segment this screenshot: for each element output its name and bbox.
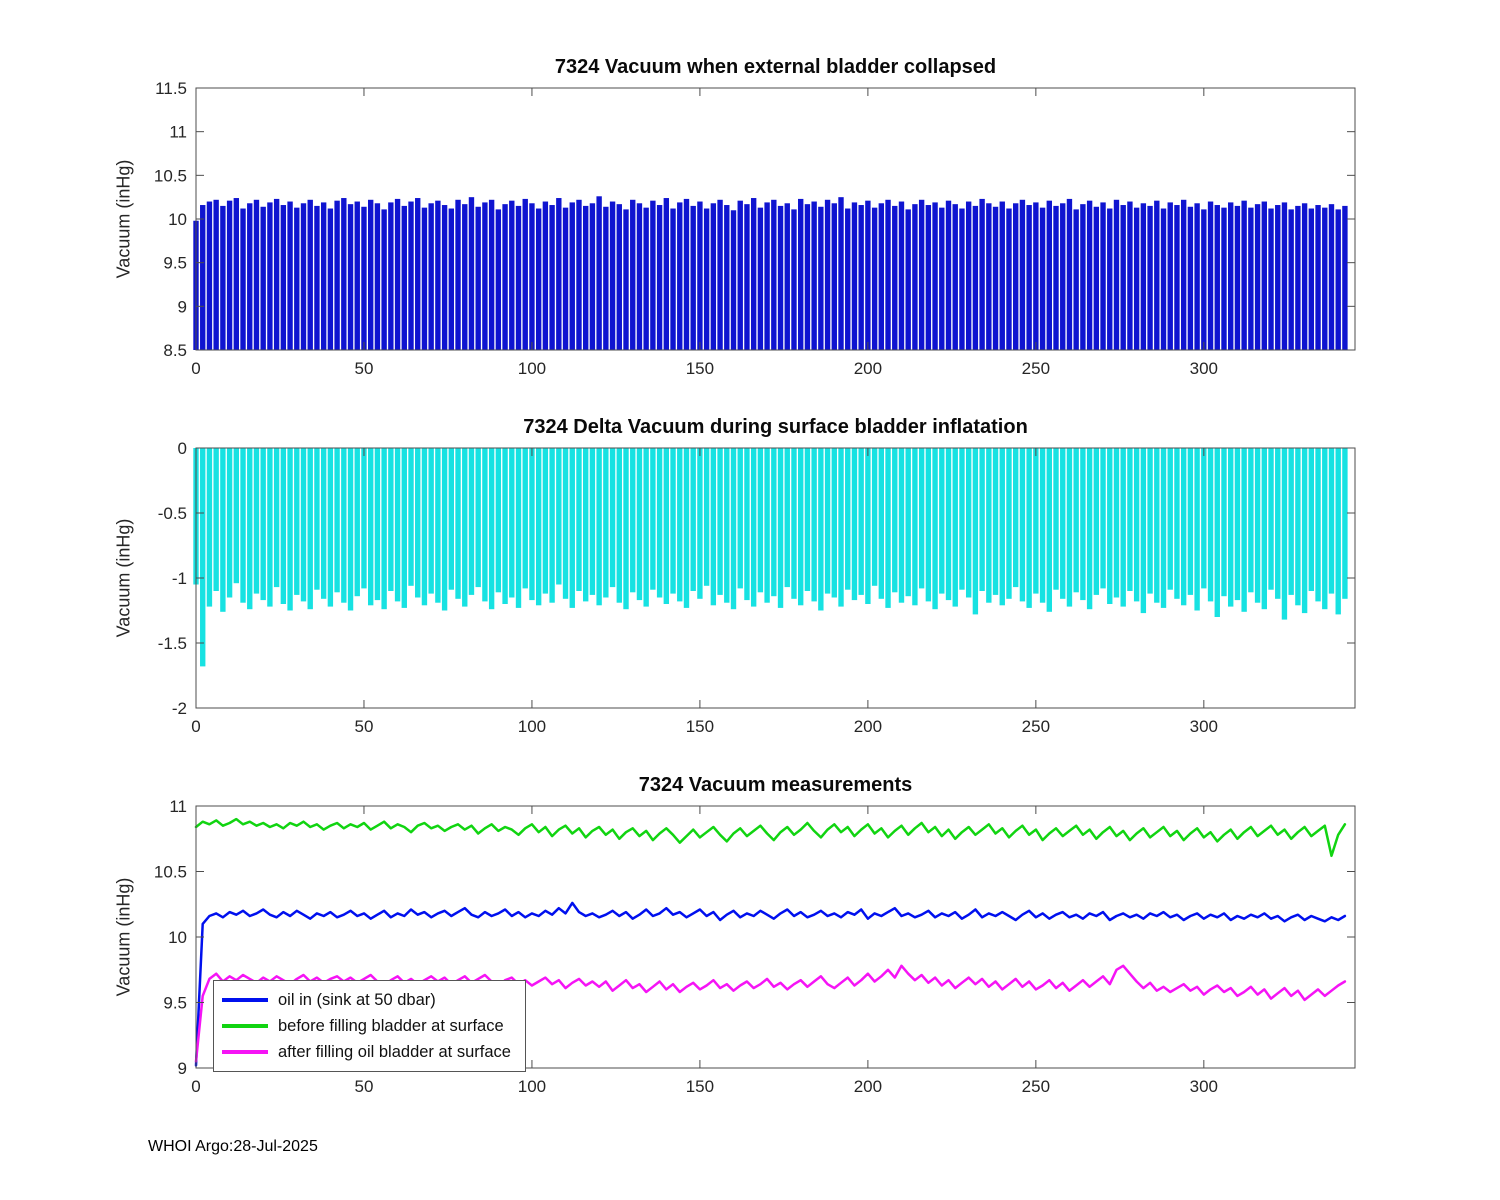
svg-text:100: 100	[518, 359, 546, 378]
legend-item-oil-in: oil in (sink at 50 dbar)	[222, 987, 511, 1013]
svg-text:-0.5: -0.5	[158, 504, 187, 523]
svg-text:9: 9	[178, 297, 187, 316]
svg-text:300: 300	[1190, 717, 1218, 736]
svg-text:-2: -2	[172, 699, 187, 718]
svg-text:50: 50	[355, 717, 374, 736]
legend-line-sample-green	[222, 1024, 268, 1028]
svg-text:300: 300	[1190, 1077, 1218, 1096]
svg-text:10: 10	[168, 210, 187, 229]
legend-line-sample-blue	[222, 998, 268, 1002]
figure-footer: WHOI Argo:28-Jul-2025	[148, 1138, 318, 1155]
svg-text:-1.5: -1.5	[158, 634, 187, 653]
legend-label: oil in (sink at 50 dbar)	[278, 990, 436, 1009]
svg-text:9.5: 9.5	[163, 994, 187, 1013]
svg-text:9: 9	[178, 1059, 187, 1078]
svg-text:0: 0	[191, 1077, 200, 1096]
chart-3-title: 7324 Vacuum measurements	[638, 774, 913, 796]
svg-text:200: 200	[854, 1077, 882, 1096]
svg-text:-1: -1	[172, 569, 187, 588]
svg-text:200: 200	[854, 717, 882, 736]
legend-label: after filling oil bladder at surface	[278, 1042, 511, 1061]
legend-item-after-filling: after filling oil bladder at surface	[222, 1039, 511, 1065]
chart-2-title: 7324 Delta Vacuum during surface bladder…	[523, 416, 1028, 438]
svg-text:10.5: 10.5	[154, 863, 187, 882]
svg-text:250: 250	[1022, 717, 1050, 736]
chart-1-title: 7324 Vacuum when external bladder collap…	[554, 56, 997, 78]
legend-label: before filling bladder at surface	[278, 1016, 504, 1035]
svg-text:300: 300	[1190, 359, 1218, 378]
svg-text:0: 0	[191, 359, 200, 378]
svg-text:11.5: 11.5	[155, 82, 187, 98]
svg-text:10: 10	[168, 928, 187, 947]
svg-text:200: 200	[854, 359, 882, 378]
svg-text:0: 0	[191, 717, 200, 736]
svg-text:100: 100	[518, 1077, 546, 1096]
svg-text:10.5: 10.5	[154, 166, 187, 185]
chart-2-plot: -2 -1.5 -1 -0.5 0 0 50 100 150 200 250 300	[158, 442, 1356, 736]
svg-text:250: 250	[1022, 1077, 1050, 1096]
legend-line-sample-magenta	[222, 1050, 268, 1054]
svg-text:150: 150	[686, 717, 714, 736]
svg-text:100: 100	[518, 717, 546, 736]
svg-text:0: 0	[178, 442, 187, 458]
svg-text:11: 11	[169, 123, 187, 142]
svg-text:250: 250	[1022, 359, 1050, 378]
legend-item-before-filling: before filling bladder at surface	[222, 1013, 511, 1039]
svg-text:50: 50	[355, 1077, 374, 1096]
chart-1-plot: 8.5 9 9.5 10 10.5 11 11.5 0 50 100 150 200 250 300	[154, 82, 1356, 378]
svg-text:11: 11	[169, 800, 187, 816]
svg-text:150: 150	[686, 1077, 714, 1096]
svg-text:150: 150	[686, 359, 714, 378]
svg-text:9.5: 9.5	[163, 254, 187, 273]
svg-text:50: 50	[355, 359, 374, 378]
svg-text:8.5: 8.5	[163, 341, 187, 360]
chart-3-legend: oil in (sink at 50 dbar) before filling …	[213, 980, 526, 1072]
